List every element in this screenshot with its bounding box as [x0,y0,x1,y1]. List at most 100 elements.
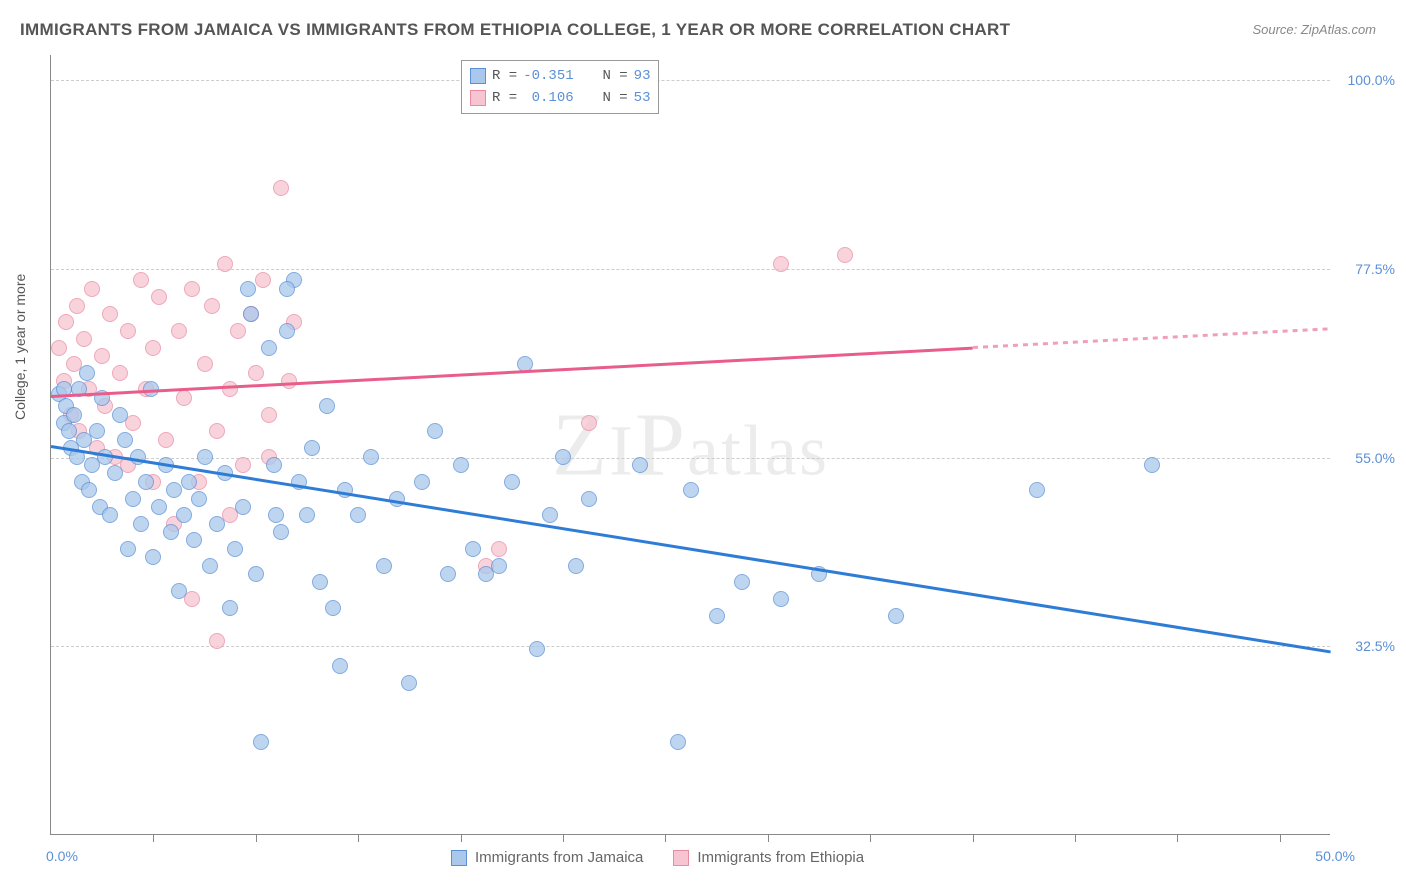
swatch-jamaica-icon [451,850,467,866]
point-jamaica [163,524,179,540]
x-tick [153,834,154,842]
point-jamaica [240,281,256,297]
point-jamaica [253,734,269,750]
point-ethiopia [230,323,246,339]
point-jamaica [125,491,141,507]
x-tick [461,834,462,842]
point-ethiopia [773,256,789,272]
point-ethiopia [491,541,507,557]
point-jamaica [191,491,207,507]
gridline [51,80,1330,81]
swatch-jamaica [470,68,486,84]
point-ethiopia [158,432,174,448]
point-jamaica [304,440,320,456]
point-jamaica [279,281,295,297]
point-jamaica [266,457,282,473]
point-jamaica [299,507,315,523]
point-jamaica [222,600,238,616]
trend-ethiopia-dashed [973,328,1332,349]
trend-ethiopia [51,346,973,397]
stats-row-jamaica: R = -0.351 N = 93 [470,65,650,87]
x-tick [973,834,974,842]
point-ethiopia [133,272,149,288]
bottom-legend: Immigrants from Jamaica Immigrants from … [451,849,864,866]
legend-label-jamaica: Immigrants from Jamaica [475,849,643,866]
point-ethiopia [281,373,297,389]
point-ethiopia [581,415,597,431]
stats-row-ethiopia: R = 0.106 N = 53 [470,87,650,109]
point-jamaica [279,323,295,339]
point-jamaica [248,566,264,582]
point-jamaica [734,574,750,590]
point-jamaica [312,574,328,590]
point-jamaica [709,608,725,624]
point-jamaica [332,658,348,674]
y-tick-label: 100.0% [1348,72,1395,88]
point-jamaica [363,449,379,465]
point-jamaica [133,516,149,532]
point-jamaica [227,541,243,557]
legend-item-ethiopia: Immigrants from Ethiopia [673,849,864,866]
x-end-label: 50.0% [1315,848,1355,864]
plot-area: ZIPatlas 32.5%55.0%77.5%100.0% R = -0.35… [50,55,1330,835]
point-ethiopia [261,407,277,423]
point-jamaica [181,474,197,490]
point-jamaica [773,591,789,607]
point-ethiopia [209,633,225,649]
point-ethiopia [176,390,192,406]
point-jamaica [414,474,430,490]
point-ethiopia [102,306,118,322]
n-value-ethiopia: 53 [634,87,651,109]
r-value-jamaica: -0.351 [523,65,573,87]
point-ethiopia [222,381,238,397]
point-jamaica [568,558,584,574]
n-label: N = [602,87,627,109]
point-jamaica [401,675,417,691]
n-label: N = [602,65,627,87]
point-ethiopia [58,314,74,330]
point-jamaica [670,734,686,750]
point-jamaica [243,306,259,322]
point-jamaica [61,423,77,439]
point-jamaica [1144,457,1160,473]
r-value-ethiopia: 0.106 [523,87,573,109]
swatch-ethiopia-icon [673,850,689,866]
point-jamaica [376,558,392,574]
r-label: R = [492,65,517,87]
point-jamaica [186,532,202,548]
point-jamaica [491,558,507,574]
point-ethiopia [255,272,271,288]
point-jamaica [389,491,405,507]
swatch-ethiopia [470,90,486,106]
point-jamaica [235,499,251,515]
point-jamaica [529,641,545,657]
point-jamaica [102,507,118,523]
x-tick [1280,834,1281,842]
legend-item-jamaica: Immigrants from Jamaica [451,849,643,866]
point-ethiopia [184,281,200,297]
x-tick [358,834,359,842]
point-jamaica [268,507,284,523]
point-ethiopia [69,298,85,314]
point-jamaica [117,432,133,448]
point-jamaica [273,524,289,540]
x-tick [870,834,871,842]
point-jamaica [197,449,213,465]
point-ethiopia [197,356,213,372]
point-jamaica [81,482,97,498]
chart-title: IMMIGRANTS FROM JAMAICA VS IMMIGRANTS FR… [20,20,1010,40]
point-jamaica [581,491,597,507]
y-axis-label: College, 1 year or more [12,274,28,420]
point-jamaica [112,407,128,423]
point-jamaica [202,558,218,574]
point-ethiopia [171,323,187,339]
point-jamaica [176,507,192,523]
point-ethiopia [235,457,251,473]
point-jamaica [209,516,225,532]
point-jamaica [145,549,161,565]
point-ethiopia [273,180,289,196]
point-jamaica [504,474,520,490]
x-tick [665,834,666,842]
x-tick [563,834,564,842]
point-jamaica [261,340,277,356]
